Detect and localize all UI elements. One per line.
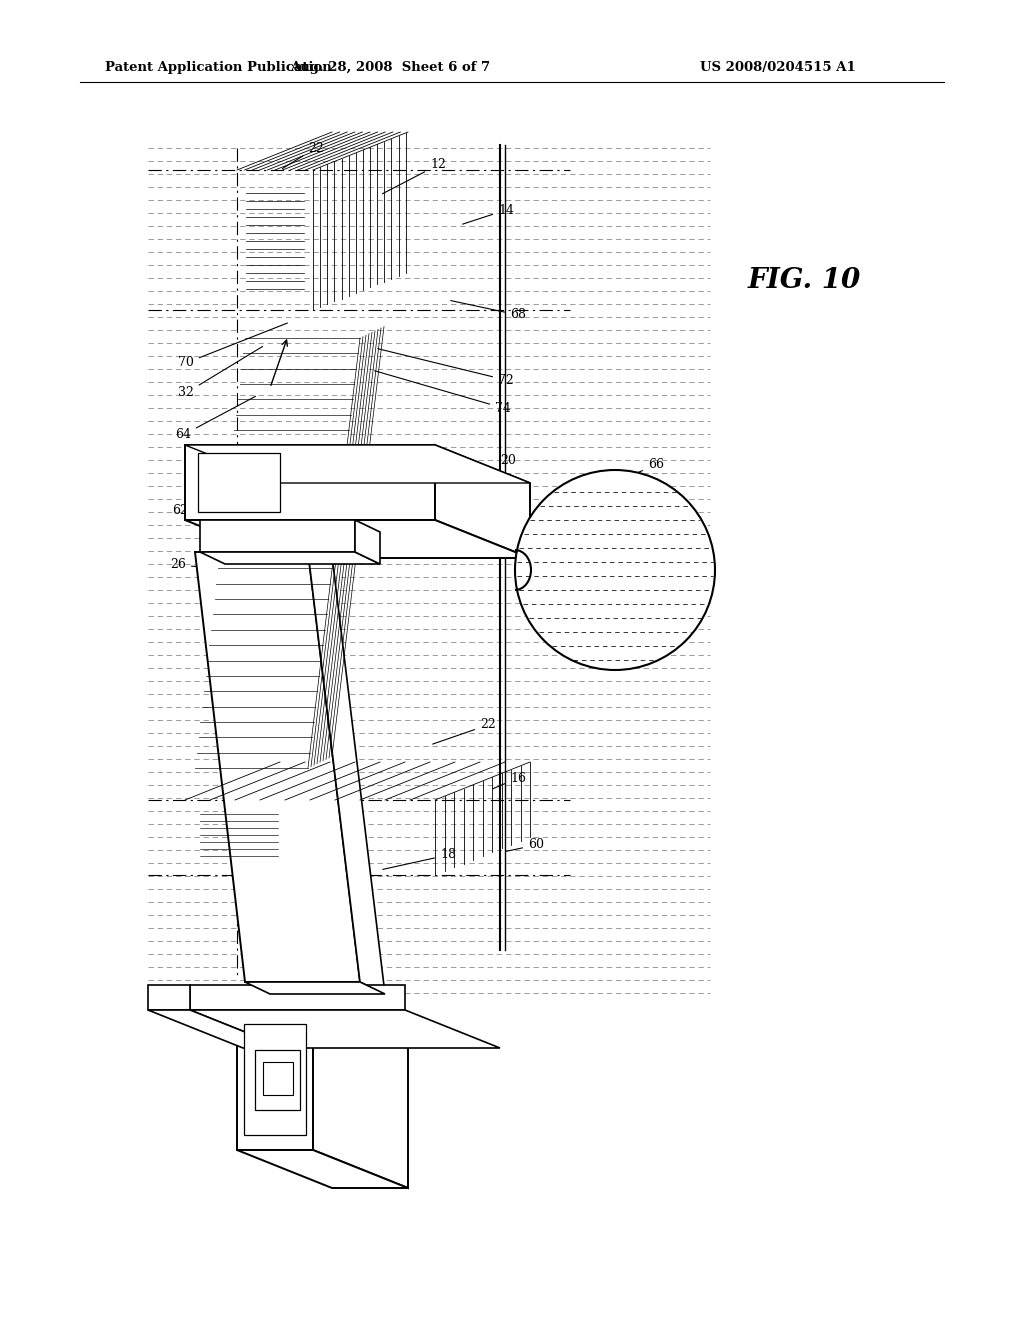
Text: 18: 18 — [383, 849, 456, 870]
Polygon shape — [190, 1010, 500, 1048]
Text: 22: 22 — [432, 718, 496, 744]
Polygon shape — [255, 1049, 300, 1110]
Text: 60: 60 — [506, 838, 544, 851]
Text: 74: 74 — [375, 371, 511, 414]
Polygon shape — [313, 1010, 408, 1188]
Text: 16: 16 — [493, 771, 526, 789]
Text: 22: 22 — [283, 141, 324, 169]
Text: Aug. 28, 2008  Sheet 6 of 7: Aug. 28, 2008 Sheet 6 of 7 — [290, 62, 490, 74]
Circle shape — [515, 470, 715, 671]
Text: 20: 20 — [492, 454, 516, 478]
Text: Patent Application Publication: Patent Application Publication — [105, 62, 332, 74]
Polygon shape — [200, 552, 380, 564]
Polygon shape — [435, 445, 530, 558]
Polygon shape — [244, 1024, 306, 1135]
Text: 68: 68 — [451, 301, 526, 322]
Polygon shape — [185, 520, 530, 558]
Polygon shape — [308, 552, 385, 994]
Polygon shape — [198, 453, 280, 512]
Text: 12: 12 — [383, 158, 445, 194]
Polygon shape — [237, 1150, 408, 1188]
Polygon shape — [185, 445, 435, 520]
Polygon shape — [195, 552, 360, 982]
Text: 32: 32 — [178, 346, 262, 400]
Text: 62: 62 — [172, 480, 246, 516]
Text: 72: 72 — [378, 348, 514, 387]
Text: 14: 14 — [463, 203, 514, 224]
Text: 70: 70 — [178, 323, 288, 370]
Text: 26: 26 — [170, 558, 234, 572]
Text: 64: 64 — [175, 396, 256, 441]
Polygon shape — [245, 982, 385, 994]
Text: 66: 66 — [623, 458, 664, 479]
Polygon shape — [185, 445, 530, 483]
Text: US 2008/0204515 A1: US 2008/0204515 A1 — [700, 62, 856, 74]
Polygon shape — [148, 1010, 285, 1048]
Polygon shape — [190, 985, 406, 1010]
Polygon shape — [237, 1010, 313, 1150]
Text: 20.1: 20.1 — [302, 907, 346, 927]
Polygon shape — [263, 1063, 293, 1096]
Polygon shape — [200, 520, 355, 552]
Text: FIG. 10: FIG. 10 — [748, 267, 861, 293]
Polygon shape — [148, 985, 190, 1010]
Polygon shape — [355, 520, 380, 564]
